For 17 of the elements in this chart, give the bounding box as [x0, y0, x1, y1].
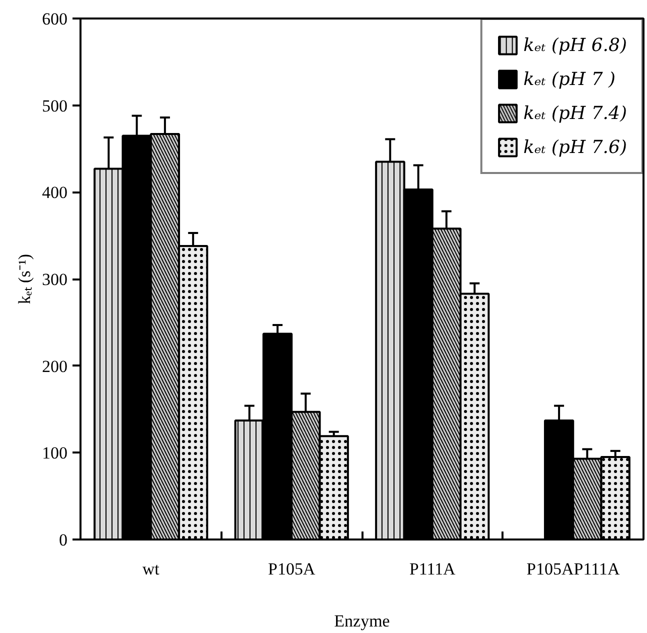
legend-label: kₑₜ (pH 7.6) — [523, 136, 627, 158]
y-axis-title: kₑₜ (s⁻¹) — [15, 254, 34, 304]
y-tick-label: 0 — [59, 530, 68, 550]
x-tick-label: P105AP111A — [526, 560, 620, 578]
y-tick-label: 400 — [42, 183, 68, 202]
x-tick-label: P111A — [409, 560, 456, 578]
legend-label: kₑₜ (pH 7 ) — [523, 68, 616, 90]
x-tick-label: wt — [142, 560, 160, 578]
y-tick-label: 600 — [42, 10, 68, 28]
y-tick-label: 500 — [42, 96, 68, 116]
legend-label: kₑₜ (pH 6.8) — [523, 34, 627, 56]
y-tick-label: 300 — [42, 270, 68, 289]
x-axis-title: Enzyme — [334, 612, 390, 630]
x-tick-label: P105A — [268, 560, 316, 578]
y-tick-label: 200 — [42, 356, 68, 376]
legend-label: kₑₜ (pH 7.4) — [523, 102, 627, 124]
y-tick-label: 100 — [42, 444, 68, 463]
